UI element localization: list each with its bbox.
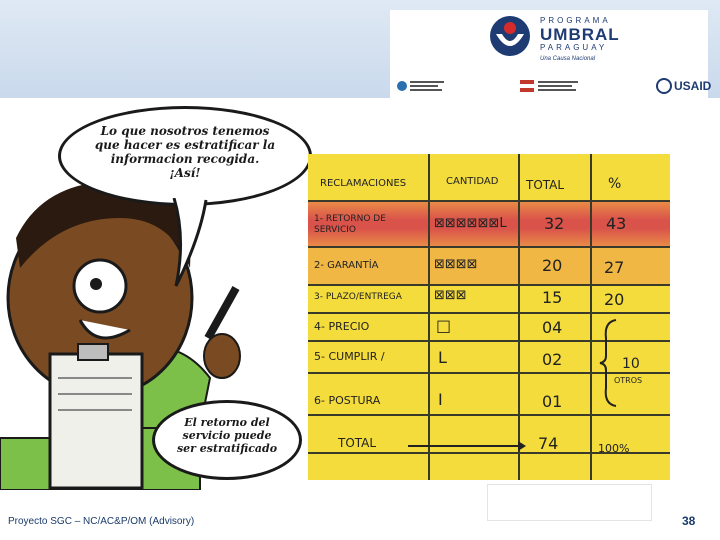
header-cantidad: CANTIDAD: [446, 176, 499, 187]
row-5-name: 5- CUMPLIR /: [314, 350, 385, 363]
row-6-name: 6- POSTURA: [314, 394, 381, 407]
total-value: 74: [538, 434, 559, 453]
bubble-bottom-line-1: El retorno del: [184, 416, 270, 429]
row-2-pct: 27: [604, 258, 625, 277]
complaints-table: RECLAMACIONES CANTIDAD TOTAL % 1- RETORN…: [308, 154, 670, 480]
table-divider: [308, 312, 670, 314]
usaid-text: USAID: [674, 79, 712, 93]
row-2-count: ⊠⊠⊠⊠: [434, 257, 478, 272]
row-1-name: 1- RETORNO DE SERVICIO: [314, 214, 386, 235]
umbral-logo-icon: [490, 16, 530, 56]
row-3-pct: 20: [604, 290, 625, 309]
footer-project-label: Proyecto SGC – NC/AC&P/OM (Advisory): [8, 516, 195, 527]
total-label: TOTAL: [338, 436, 377, 450]
others-value: 10: [622, 356, 640, 372]
usaid-logo: USAID: [656, 78, 711, 94]
speech-bubble-top: [58, 106, 312, 206]
total-percent: 100%: [598, 442, 630, 455]
row-highlight-2: [308, 246, 670, 284]
program-label: PROGRAMA: [540, 16, 611, 25]
header-percent: %: [608, 176, 622, 192]
row-6-count: I: [438, 390, 443, 409]
table-divider: [518, 154, 520, 480]
table-divider: [590, 154, 592, 480]
bubble-tail-top: [172, 198, 208, 287]
row-6-total: 01: [542, 392, 563, 411]
header-reclamaciones: RECLAMACIONES: [320, 178, 407, 189]
bubble-bottom-line-2: servicio puede: [182, 429, 272, 442]
table-divider: [308, 284, 670, 286]
bubble-bottom-text: El retorno del servicio puede ser estrat…: [162, 416, 292, 455]
row-4-count: □: [436, 316, 452, 335]
logo-panel: PROGRAMA UMBRAL PARAGUAY Una Causa Nacio…: [390, 10, 711, 98]
row-5-total: 02: [542, 350, 563, 369]
cartoon-illustration: Lo que nosotros tenemos que hacer es est…: [0, 98, 696, 490]
row-2-name: 2- GARANTÍA: [314, 260, 379, 271]
arrow-right-icon: [408, 441, 526, 451]
row-1-total: 32: [544, 214, 565, 233]
usaid-seal-icon: [656, 78, 672, 94]
table-divider: [308, 200, 670, 202]
bubble-top-line-4: ¡Así!: [169, 166, 201, 180]
row-3-name: 3- PLAZO/ENTREGA: [314, 292, 402, 302]
table-divider: [308, 452, 670, 454]
others-brace-icon: [599, 319, 617, 407]
row-3-total: 15: [542, 288, 563, 307]
row-3-count: ⊠⊠⊠: [434, 288, 467, 303]
program-country: PARAGUAY: [540, 43, 608, 52]
program-slogan: Una Causa Nacional: [540, 56, 596, 62]
partner-logo-2: [520, 78, 580, 96]
page-number: 38: [682, 514, 696, 528]
bubble-top-line-3: informacion recogida.: [110, 152, 260, 166]
footer-logo-area: [487, 484, 652, 521]
row-5-count: L: [438, 348, 447, 367]
bubble-top-text: Lo que nosotros tenemos que hacer es est…: [74, 124, 296, 180]
table-divider: [428, 154, 430, 480]
speech-bubble-bottom: [152, 400, 302, 480]
row-highlight-1: [308, 202, 670, 246]
table-divider: [308, 372, 670, 374]
partner-logo-1: [396, 78, 446, 96]
table-divider: [308, 414, 670, 416]
header-total: TOTAL: [526, 178, 565, 192]
others-label: OTROS: [614, 376, 643, 385]
table-divider: [308, 340, 670, 342]
row-4-total: 04: [542, 318, 563, 337]
row-2-total: 20: [542, 256, 563, 275]
program-name: UMBRAL: [540, 25, 620, 44]
bubble-top-line-1: Lo que nosotros tenemos: [100, 124, 270, 138]
row-1-count: ⊠⊠⊠⊠⊠⊠L: [434, 216, 507, 231]
row-4-name: 4- PRECIO: [314, 320, 370, 333]
table-divider: [308, 246, 670, 248]
program-logo-text: PROGRAMA UMBRAL PARAGUAY Una Causa Nacio…: [540, 16, 620, 63]
bubble-bottom-line-3: ser estratificado: [176, 442, 278, 455]
row-1-pct: 43: [606, 214, 627, 233]
bubble-top-line-2: que hacer es estratificar la: [94, 138, 276, 152]
